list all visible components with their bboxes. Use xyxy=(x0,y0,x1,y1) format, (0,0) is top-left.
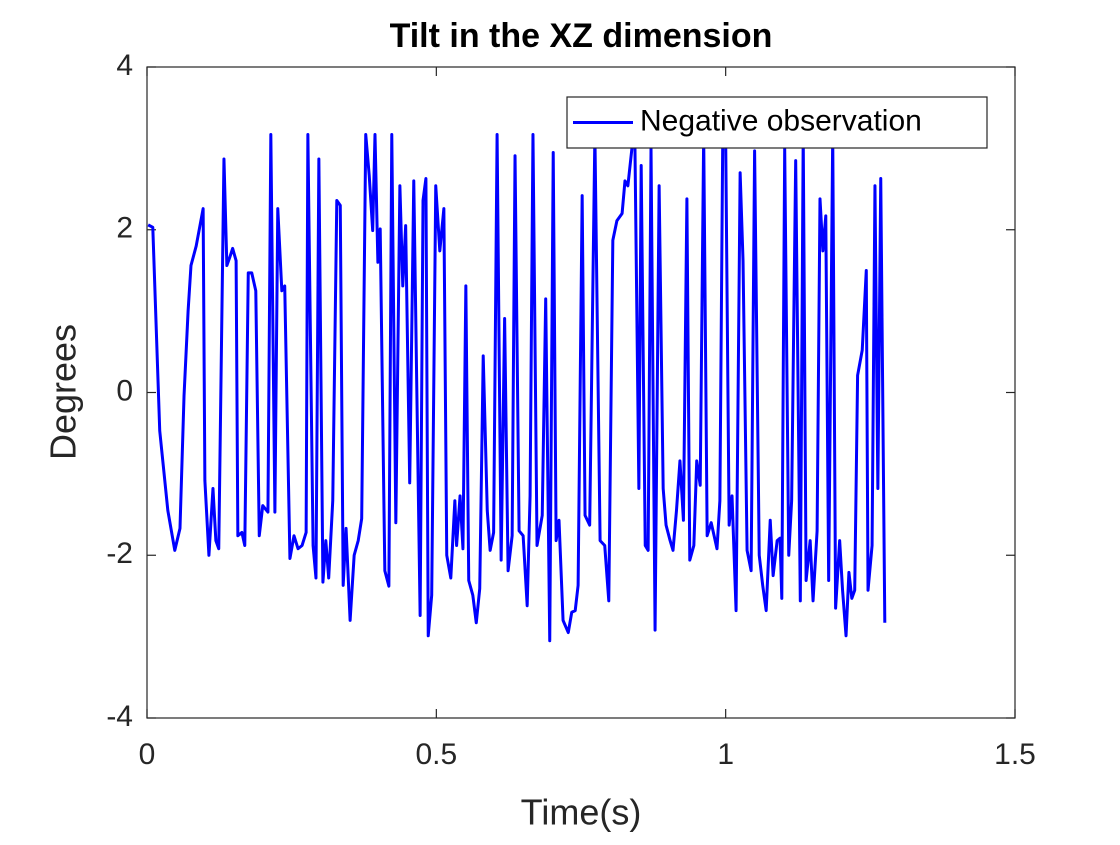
x-axis-label: Time(s) xyxy=(521,792,642,833)
x-tick-label: 0 xyxy=(139,738,156,771)
x-tick-label: 1.5 xyxy=(994,738,1036,771)
legend-box xyxy=(566,96,988,149)
plot-frame xyxy=(146,66,1016,719)
legend-label: Negative observation xyxy=(640,104,922,137)
data-line xyxy=(147,133,887,643)
y-tick-label: 2 xyxy=(116,212,133,245)
y-axis-label: Degrees xyxy=(43,324,84,460)
y-tick-label: 4 xyxy=(116,49,133,82)
y-tick-label: -2 xyxy=(106,537,133,570)
y-tick-label: -4 xyxy=(106,700,133,733)
x-tick-label: 1 xyxy=(717,738,734,771)
y-tick-label: 0 xyxy=(116,374,133,407)
chart-title: Tilt in the XZ dimension xyxy=(390,17,773,55)
x-tick-label: 0.5 xyxy=(415,738,457,771)
